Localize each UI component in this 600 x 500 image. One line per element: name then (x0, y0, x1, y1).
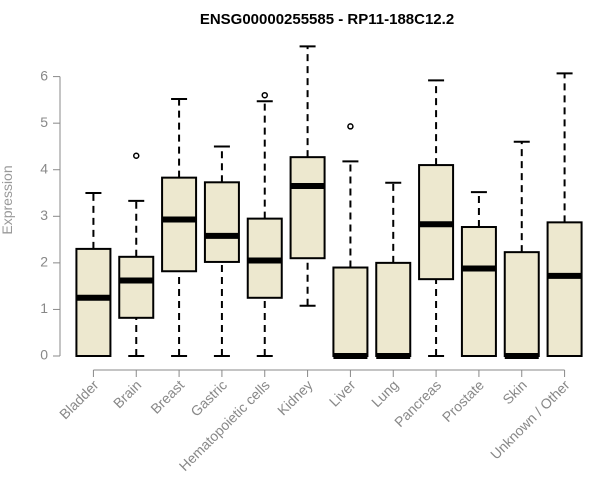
x-tick-label: Unknown / Other (487, 377, 573, 463)
box-iqr (289, 156, 326, 260)
y-tick-label: 6 (40, 67, 48, 83)
box-iqr (546, 221, 583, 357)
box-kidney (289, 45, 326, 307)
y-tick-label: 3 (40, 207, 48, 223)
box-lung (375, 181, 412, 359)
box-iqr (161, 176, 198, 273)
box-bladder (75, 192, 112, 357)
y-tick-label: 0 (40, 347, 48, 363)
y-tick-label: 4 (40, 160, 48, 176)
x-tick-label: Brain (110, 377, 144, 411)
x-tick-label: Pancreas (391, 377, 444, 430)
x-tick-label: Liver (326, 377, 359, 410)
box-breast (161, 97, 198, 357)
chart-title: ENSG00000255585 - RP11-188C12.2 (200, 11, 454, 28)
outlier-point (347, 123, 354, 130)
x-tick-label: Gastric (187, 377, 230, 420)
box-iqr (75, 247, 112, 357)
box-pancreas (418, 79, 455, 357)
boxes-group (75, 45, 583, 359)
box-iqr (503, 251, 540, 357)
box-skin (503, 140, 540, 359)
outlier-point (133, 152, 140, 160)
x-tick-label: Skin (499, 377, 530, 408)
x-tick-label: Prostate (439, 377, 487, 425)
box-hematopoietic-cells (246, 91, 283, 357)
box-liver (332, 123, 369, 359)
y-axis-label: Expression (0, 165, 15, 234)
box-iqr (203, 181, 240, 263)
y-tick-label: 5 (40, 114, 48, 130)
x-tick-label: Kidney (274, 377, 316, 419)
box-gastric (203, 145, 240, 357)
box-iqr (118, 255, 155, 319)
box-iqr (460, 226, 497, 357)
y-tick-label: 2 (40, 254, 48, 270)
y-tick-label: 1 (40, 300, 48, 316)
box-iqr (332, 266, 369, 358)
x-tick-label: Lung (368, 377, 401, 410)
x-tick-label: Breast (147, 377, 187, 417)
box-prostate (460, 191, 497, 357)
box-iqr (375, 261, 412, 357)
x-tick-label: Bladder (56, 377, 102, 423)
y-axis: 0 1 2 3 4 5 6 (40, 67, 61, 363)
box-brain (118, 152, 155, 357)
outlier-point (261, 91, 268, 99)
box-unknown-other (546, 72, 583, 357)
